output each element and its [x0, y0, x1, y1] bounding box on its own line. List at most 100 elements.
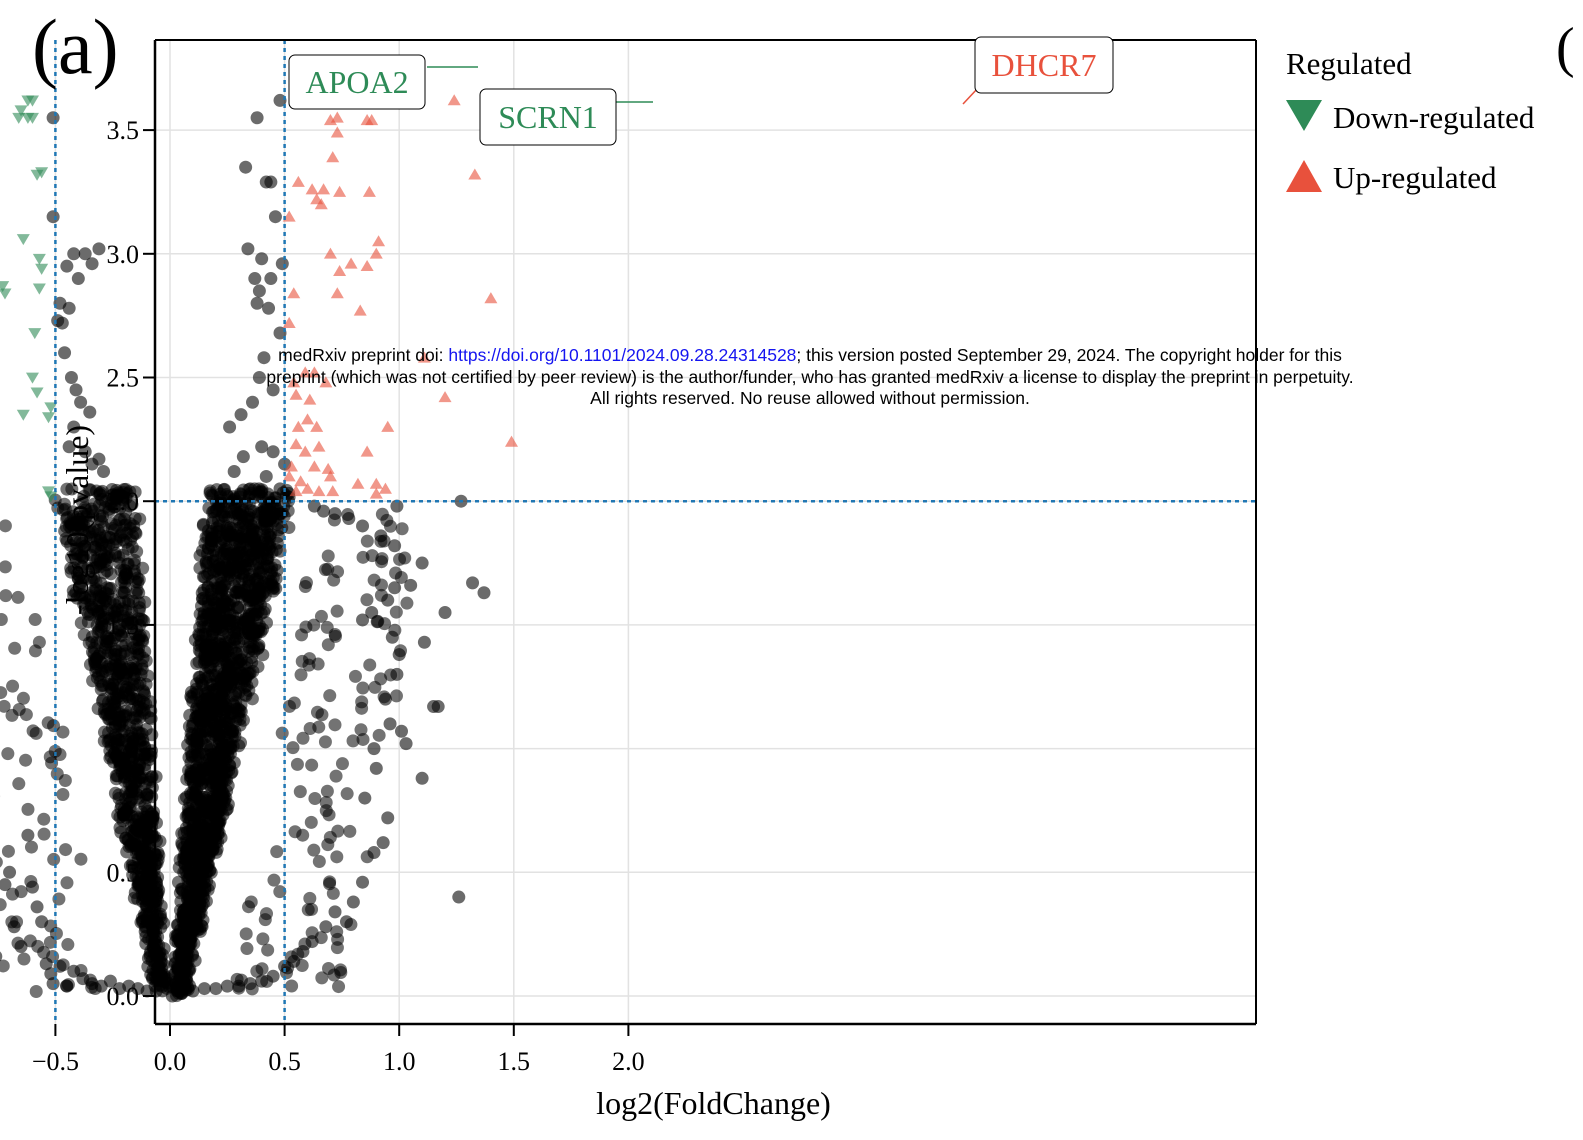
- ns-point: [59, 843, 73, 857]
- ns-point: [115, 575, 129, 589]
- ns-point: [374, 672, 388, 686]
- ns-point: [290, 757, 304, 771]
- y-tick-label: 3.5: [107, 116, 140, 145]
- down-regulated-point: [25, 112, 39, 124]
- ns-point: [193, 561, 207, 575]
- ns-point: [71, 272, 85, 286]
- ns-point: [234, 408, 248, 422]
- doi-link[interactable]: https://doi.org/10.1101/2024.09.28.24314…: [448, 345, 797, 365]
- ns-point: [120, 803, 134, 817]
- ns-point: [132, 573, 146, 587]
- ns-point: [392, 648, 406, 662]
- ns-point: [367, 742, 381, 756]
- up-regulated-point: [314, 198, 328, 210]
- ns-point: [85, 257, 99, 271]
- ns-point: [5, 708, 19, 722]
- ns-point: [207, 694, 221, 708]
- next-panel-edge: (: [1556, 17, 1575, 79]
- ns-point: [234, 657, 248, 671]
- ns-point: [48, 744, 62, 758]
- ns-point: [285, 979, 299, 993]
- up-regulated-point: [319, 376, 333, 388]
- ns-point: [477, 586, 491, 600]
- panel-label: (a): [32, 3, 119, 90]
- ns-point: [52, 892, 66, 906]
- ns-point: [277, 509, 291, 523]
- down-regulated-point: [28, 328, 42, 340]
- triangle-down-icon: [1286, 100, 1322, 131]
- ns-point: [330, 604, 344, 618]
- ns-point: [120, 526, 134, 540]
- ns-point: [399, 737, 413, 751]
- ns-point: [60, 876, 74, 890]
- ns-point: [26, 724, 40, 738]
- ns-point: [381, 811, 395, 825]
- ns-point: [369, 761, 383, 775]
- ns-point: [356, 519, 370, 533]
- ns-point: [356, 550, 370, 564]
- ns-point: [248, 272, 262, 286]
- ns-point: [188, 953, 202, 967]
- up-regulated-point: [447, 94, 461, 106]
- ns-point: [389, 689, 403, 703]
- ns-point: [390, 499, 404, 513]
- annotation-box: [288, 54, 426, 110]
- ns-point: [217, 641, 231, 655]
- ns-point: [28, 613, 42, 627]
- down-regulated-point: [35, 263, 49, 275]
- ns-point: [186, 984, 200, 998]
- annotation-label: SCRN1: [498, 99, 598, 135]
- up-regulated-point: [362, 185, 376, 197]
- ns-point: [123, 660, 137, 674]
- ns-point: [302, 658, 316, 672]
- up-regulated-point: [289, 485, 303, 497]
- ns-point: [154, 955, 168, 969]
- ns-point: [197, 982, 211, 996]
- ns-point: [214, 490, 228, 504]
- ns-point: [264, 272, 278, 286]
- ns-point: [107, 697, 121, 711]
- ns-point: [328, 718, 342, 732]
- ns-point: [189, 760, 203, 774]
- ns-point: [74, 578, 88, 592]
- up-regulated-point: [417, 351, 431, 363]
- ns-point: [97, 706, 111, 720]
- ns-point: [6, 679, 20, 693]
- ns-point: [226, 707, 240, 721]
- preprint-watermark: medRxiv preprint doi: https://doi.org/10…: [100, 345, 1520, 410]
- ns-point: [203, 844, 217, 858]
- ns-point: [238, 680, 252, 694]
- y-tick-label: 0.5: [107, 858, 140, 887]
- down-regulated-point: [30, 387, 44, 399]
- ns-point: [194, 906, 208, 920]
- ns-point: [466, 576, 480, 590]
- up-regulated-point: [381, 420, 395, 432]
- ns-point: [286, 741, 300, 755]
- ns-point: [452, 890, 466, 904]
- down-regulated-point: [42, 412, 56, 424]
- ns-point: [273, 482, 287, 496]
- grid-lines: [54, 40, 1256, 1024]
- ns-point: [303, 891, 317, 905]
- ns-point: [139, 820, 153, 834]
- ns-point: [150, 938, 164, 952]
- ns-point: [211, 513, 225, 527]
- ns-point: [270, 845, 284, 859]
- up-regulated-point: [303, 393, 317, 405]
- ns-point: [108, 643, 122, 657]
- ns-point: [177, 856, 191, 870]
- ns-point: [136, 850, 150, 864]
- ns-point: [299, 620, 313, 634]
- ns-point: [255, 252, 269, 266]
- ns-point: [220, 979, 234, 993]
- ns-point: [256, 575, 270, 589]
- down-regulated-point: [32, 253, 46, 265]
- up-regulated-point: [294, 475, 308, 487]
- ns-point: [135, 805, 149, 819]
- ns-point: [11, 590, 25, 604]
- ns-point: [275, 257, 289, 271]
- up-regulated-point: [484, 292, 498, 304]
- y-tick-label: 2.5: [107, 364, 140, 393]
- ns-point: [204, 797, 218, 811]
- ns-point: [340, 787, 354, 801]
